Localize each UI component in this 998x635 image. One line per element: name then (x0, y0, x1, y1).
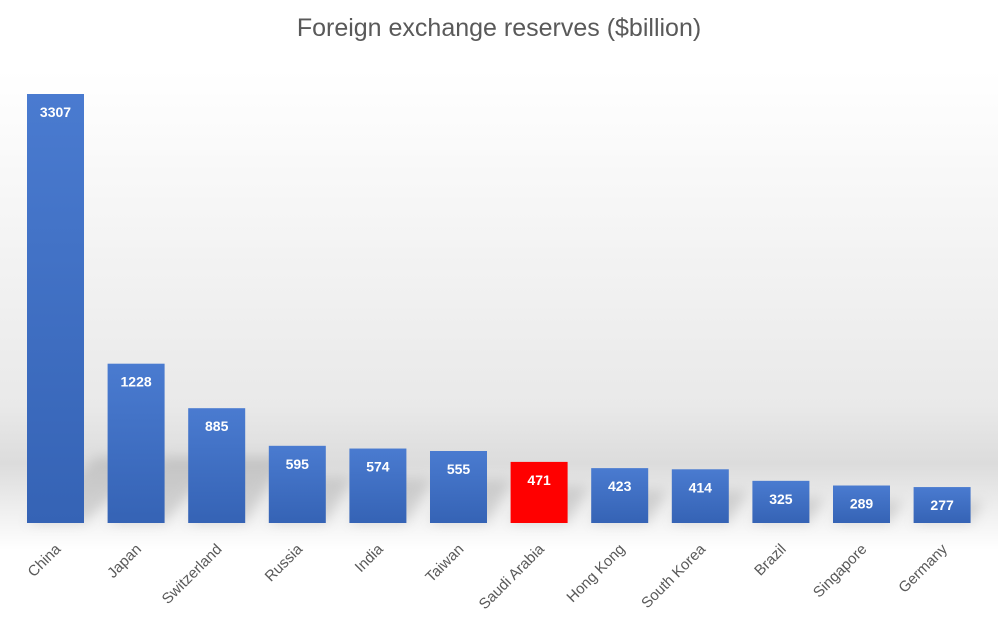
data-label-germany: 277 (930, 497, 954, 513)
data-label-china: 3307 (40, 104, 71, 120)
bar-china (27, 94, 84, 523)
x-tick-label-switzerland: Switzerland (159, 541, 226, 608)
bar-south-korea (671, 469, 729, 523)
data-label-hong-kong: 423 (608, 478, 632, 494)
data-label-south-korea: 414 (689, 479, 713, 495)
bar-india (349, 448, 407, 523)
data-label-singapore: 289 (850, 496, 874, 512)
bar-russia (268, 445, 326, 523)
bar-hong-kong (591, 468, 649, 523)
bar-germany (913, 487, 971, 523)
data-label-saudi-arabia: 471 (527, 472, 551, 488)
data-label-taiwan: 555 (447, 461, 471, 477)
data-label-russia: 595 (286, 456, 310, 472)
x-tick-label-hong-kong: Hong Kong (563, 541, 628, 606)
data-label-india: 574 (366, 459, 390, 475)
data-labels: 3307 1228 885 595 574 555 471 423 414 325 289 277 (40, 104, 954, 513)
chart-title: Foreign exchange reserves ($billion) (296, 14, 702, 42)
data-label-brazil: 325 (769, 491, 793, 507)
bar-japan (107, 363, 165, 523)
bars (27, 94, 971, 523)
data-label-japan: 1228 (121, 374, 152, 390)
x-tick-labels: China Japan Switzerland Russia India Taiwan Sa… (25, 540, 952, 613)
bar-singapore (833, 485, 890, 523)
bar-brazil (752, 480, 810, 523)
bar-taiwan (430, 451, 487, 523)
bar-switzerland (188, 408, 246, 523)
bar-saudi-arabia (510, 461, 568, 523)
x-tick-label-south-korea: South Korea (638, 540, 709, 611)
data-label-switzerland: 885 (205, 418, 229, 434)
x-tick-label-saudi-arabia: Saudi Arabia (476, 540, 549, 613)
